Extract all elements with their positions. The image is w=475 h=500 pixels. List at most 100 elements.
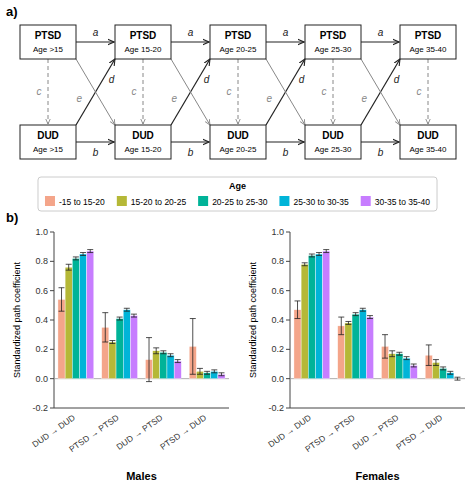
bar	[65, 267, 72, 378]
y-tick-label: 0.8	[35, 256, 48, 266]
bar	[153, 351, 160, 379]
path-arrow	[361, 59, 400, 125]
legend-label: 15-20 to 20-25	[131, 197, 187, 207]
y-tick-label: 0.2	[35, 344, 48, 354]
error-bar	[146, 338, 152, 382]
y-tick-label: -0.2	[32, 403, 48, 413]
path-label: a	[283, 27, 289, 38]
y-axis-line	[54, 232, 55, 408]
x-tick-label: PTSD → DUD	[158, 412, 208, 451]
path-diagram: a)abdeabdeabdeabdecccccPTSDAge >15DUDAge…	[6, 4, 456, 159]
error-bar	[59, 288, 65, 311]
y-tick-label: 0.4	[35, 315, 48, 325]
node-box	[400, 25, 456, 59]
bars	[294, 250, 461, 381]
error-bar	[175, 360, 181, 363]
path-arrow	[171, 59, 210, 125]
node-label: DUD	[322, 130, 344, 141]
node-age: Age 25-30	[315, 45, 352, 54]
y-tick-label: 0.6	[35, 286, 48, 296]
error-bar	[190, 319, 196, 375]
bar	[301, 264, 308, 378]
path-arrow	[171, 41, 209, 42]
path-arrow	[48, 59, 49, 124]
path-arrow	[76, 59, 115, 125]
bar	[389, 354, 396, 379]
node-label: DUD	[37, 130, 59, 141]
error-bar	[440, 367, 446, 370]
bar	[410, 365, 417, 378]
legend-label: -15 to 15-20	[59, 197, 105, 207]
node-label: DUD	[132, 130, 154, 141]
y-tick	[50, 261, 54, 262]
error-bar	[360, 308, 366, 311]
error-bar	[454, 377, 460, 380]
path-label: c	[37, 86, 42, 97]
path-label: c	[417, 86, 422, 97]
y-tick-label: 1.0	[271, 227, 284, 237]
node-label: PTSD	[320, 30, 347, 41]
bar	[130, 316, 137, 379]
path-label: e	[172, 93, 178, 104]
y-tick	[50, 290, 54, 291]
bar	[366, 317, 373, 379]
error-bar	[204, 371, 210, 374]
y-tick	[286, 261, 290, 262]
error-bar	[411, 364, 417, 367]
y-tick	[50, 378, 54, 379]
path-arrow	[266, 59, 305, 125]
path-label: e	[77, 93, 83, 104]
y-tick	[50, 320, 54, 321]
error-bar	[218, 373, 224, 376]
error-bar	[396, 352, 402, 355]
node-box	[115, 25, 171, 59]
legend-frame	[38, 177, 437, 211]
legend-items: -15 to 15-2015-20 to 20-2520-25 to 25-30…	[45, 196, 430, 207]
node-label: PTSD	[415, 30, 442, 41]
error-bar	[426, 345, 432, 366]
path-arrow	[266, 141, 304, 142]
legend-swatch	[117, 196, 127, 206]
bar	[345, 323, 352, 379]
y-tick	[50, 349, 54, 350]
node-box	[115, 125, 171, 159]
y-tick	[286, 232, 290, 233]
node-age: Age 20-25	[220, 145, 257, 154]
path-label: e	[362, 93, 368, 104]
x-axis-label: Females	[355, 470, 399, 482]
error-bar	[124, 308, 130, 311]
node-box	[20, 25, 76, 59]
path-arrow	[428, 59, 429, 124]
path-arrow	[143, 59, 144, 124]
y-tick	[50, 408, 54, 409]
path-arrow	[361, 59, 400, 125]
x-tick-label: PTSD → PTSD	[67, 412, 121, 454]
node-age: Age 20-25	[220, 45, 257, 54]
bar	[167, 355, 174, 378]
error-bar	[197, 368, 203, 374]
error-bar	[323, 250, 329, 253]
path-label: b	[93, 147, 99, 158]
y-tick-label: 1.0	[35, 227, 48, 237]
node-age: Age >15	[33, 45, 64, 54]
node-label: PTSD	[35, 30, 62, 41]
legend-swatch	[361, 196, 371, 206]
bar	[396, 354, 403, 379]
error-bar	[433, 360, 439, 366]
bar	[359, 310, 366, 379]
path-label: b	[283, 147, 289, 158]
path-label: b	[188, 147, 194, 158]
bar	[123, 310, 130, 379]
node-box	[305, 125, 361, 159]
error-bar	[309, 254, 315, 257]
bar	[454, 378, 461, 379]
node-label: DUD	[417, 130, 439, 141]
path-arrow	[171, 59, 210, 125]
error-bar	[211, 370, 217, 373]
path-label: a	[188, 27, 194, 38]
x-axis-label: Males	[126, 470, 157, 482]
error-bar	[66, 264, 72, 270]
legend-swatch	[198, 196, 208, 206]
legend-swatch	[45, 196, 55, 206]
error-bar	[382, 335, 388, 358]
